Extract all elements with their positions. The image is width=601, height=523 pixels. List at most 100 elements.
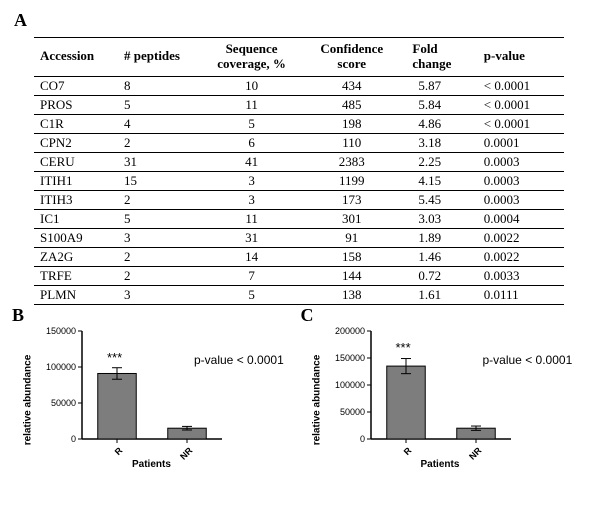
cell-seq: 14 [202,247,301,266]
significance-stars: *** [107,350,122,365]
col-conf-text: Confidence score [320,41,383,71]
table-row: S100A9331911.890.0022 [34,228,564,247]
charts-row: B relative abundance 050000100000150000R… [14,311,587,475]
cell-acc: CPN2 [34,133,118,152]
bar-chart-svg: 050000100000150000200000RNR [329,325,521,467]
cell-seq: 7 [202,266,301,285]
svg-text:R: R [113,445,125,457]
cell-fold: 1.46 [402,247,477,266]
cell-pep: 15 [118,171,202,190]
cell-conf: 198 [301,114,402,133]
cell-acc: ITIH3 [34,190,118,209]
col-seq-cov: Sequence coverage, % [202,38,301,77]
cell-conf: 1199 [301,171,402,190]
cell-acc: S100A9 [34,228,118,247]
cell-pep: 2 [118,190,202,209]
table-row: TRFE271440.720.0033 [34,266,564,285]
cell-conf: 138 [301,285,402,304]
cell-seq: 5 [202,114,301,133]
table-row: PROS5114855.84< 0.0001 [34,95,564,114]
cell-fold: 3.03 [402,209,477,228]
panel-a: A Accession # peptides Sequence coverage… [14,10,587,305]
cell-pep: 2 [118,133,202,152]
cell-conf: 2383 [301,152,402,171]
cell-conf: 110 [301,133,402,152]
table-row: ITIH115311994.150.0003 [34,171,564,190]
cell-seq: 11 [202,209,301,228]
col-pvalue: p-value [478,38,564,77]
cell-fold: 5.87 [402,76,477,95]
panel-b-ylabel: relative abundance [23,355,34,446]
cell-conf: 91 [301,228,402,247]
panel-c-ylabel: relative abundance [311,355,322,446]
pvalue-text: p-value < 0.0001 [483,353,573,367]
cell-conf: 173 [301,190,402,209]
table-row: ZA2G2141581.460.0022 [34,247,564,266]
cell-fold: 1.61 [402,285,477,304]
cell-acc: C1R [34,114,118,133]
cell-pv: 0.0004 [478,209,564,228]
col-accession: Accession [34,38,118,77]
panel-b: B relative abundance 050000100000150000R… [14,311,299,475]
panel-c: C relative abundance 0500001000001500002… [303,311,588,475]
svg-text:0: 0 [71,434,76,444]
svg-text:100000: 100000 [46,362,76,372]
panel-c-label: C [301,305,314,326]
table-row: IC15113013.030.0004 [34,209,564,228]
cell-fold: 5.45 [402,190,477,209]
cell-pep: 3 [118,228,202,247]
cell-pv: 0.0003 [478,152,564,171]
cell-acc: CO7 [34,76,118,95]
cell-fold: 4.15 [402,171,477,190]
cell-acc: ITIH1 [34,171,118,190]
cell-pep: 8 [118,76,202,95]
svg-text:100000: 100000 [334,380,364,390]
svg-text:NR: NR [467,445,484,462]
cell-acc: TRFE [34,266,118,285]
proteomics-table: Accession # peptides Sequence coverage, … [34,37,564,305]
cell-seq: 41 [202,152,301,171]
cell-pep: 4 [118,114,202,133]
cell-pv: < 0.0001 [478,95,564,114]
col-seq-cov-text: Sequence coverage, % [217,41,286,71]
bar [386,366,425,439]
table-row: PLMN351381.610.0111 [34,285,564,304]
panel-c-chart: relative abundance 050000100000150000200… [329,325,588,475]
svg-text:150000: 150000 [46,326,76,336]
cell-seq: 10 [202,76,301,95]
cell-pep: 3 [118,285,202,304]
cell-pv: 0.0022 [478,247,564,266]
cell-seq: 11 [202,95,301,114]
cell-seq: 3 [202,171,301,190]
cell-fold: 3.18 [402,133,477,152]
table-row: CPN2261103.180.0001 [34,133,564,152]
cell-acc: CERU [34,152,118,171]
cell-seq: 5 [202,285,301,304]
panel-a-table-wrap: Accession # peptides Sequence coverage, … [34,37,587,305]
cell-pep: 5 [118,95,202,114]
cell-conf: 301 [301,209,402,228]
cell-acc: PROS [34,95,118,114]
cell-conf: 434 [301,76,402,95]
xaxis-label: Patients [132,459,171,470]
xaxis-label: Patients [421,459,460,470]
panel-b-chart: relative abundance 050000100000150000RNR… [40,325,299,475]
cell-conf: 144 [301,266,402,285]
cell-fold: 5.84 [402,95,477,114]
table-row: CO78104345.87< 0.0001 [34,76,564,95]
cell-acc: IC1 [34,209,118,228]
pvalue-text: p-value < 0.0001 [194,353,284,367]
cell-pv: < 0.0001 [478,76,564,95]
svg-text:R: R [401,445,413,457]
panel-a-label: A [14,10,27,30]
cell-acc: ZA2G [34,247,118,266]
cell-pep: 31 [118,152,202,171]
bar [98,373,137,439]
table-row: ITIH3231735.450.0003 [34,190,564,209]
cell-pv: < 0.0001 [478,114,564,133]
cell-pv: 0.0003 [478,171,564,190]
cell-pv: 0.0003 [478,190,564,209]
cell-pv: 0.0001 [478,133,564,152]
cell-fold: 1.89 [402,228,477,247]
significance-stars: *** [396,340,411,355]
